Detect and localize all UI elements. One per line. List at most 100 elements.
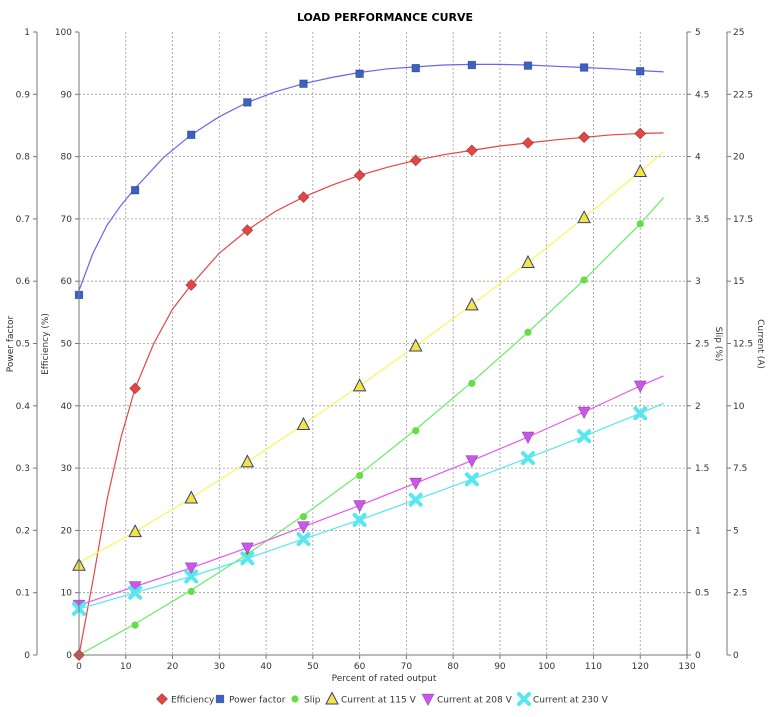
current-at-208-v-point <box>352 500 367 513</box>
current-at-230-v-point <box>184 569 199 584</box>
current-tick-label: 17.5 <box>733 215 753 225</box>
current-tick-label: 25 <box>733 28 744 38</box>
legend-item-current-at-230-v: Current at 230 V <box>517 692 609 706</box>
power-factor-tick-label: 1 <box>24 28 30 38</box>
power-factor-tick-label: 0 <box>24 651 30 661</box>
x-tick-label: 30 <box>214 662 226 672</box>
power-factor-point <box>355 69 364 78</box>
efficiency-point <box>409 154 422 167</box>
slip-point <box>187 587 195 596</box>
current-at-115-v-point <box>465 297 479 311</box>
current-at-208-v-point <box>409 477 423 491</box>
power-factor-point <box>299 79 308 88</box>
x-marker-stroke <box>464 472 479 487</box>
current-at-115-v-point <box>408 338 423 352</box>
slip-point <box>299 513 308 521</box>
current-at-115-v-point <box>184 490 199 504</box>
power-factor-tick-label: 0.8 <box>16 153 31 163</box>
current-at-208-v-point <box>577 406 591 420</box>
efficiency-point <box>129 382 142 395</box>
current-at-208-v-line <box>78 375 664 606</box>
efficiency-tick-label: 20 <box>61 526 73 536</box>
efficiency-point <box>634 127 647 140</box>
current-at-230-v-point <box>128 585 143 600</box>
legend-marker-current-at-230-v <box>517 692 531 706</box>
chart-title: LOAD PERFORMANCE CURVE <box>297 11 473 24</box>
power-factor-axis-title: Power factor <box>6 315 16 372</box>
current-at-115-v-point <box>128 524 142 538</box>
power-factor-tick-label: 0.2 <box>16 526 30 536</box>
power-factor-tick-label: 0.3 <box>16 464 30 474</box>
power-factor-tick-label: 0.9 <box>16 90 31 100</box>
current-at-208-v-point <box>240 542 255 556</box>
grid <box>79 32 687 655</box>
current-tick-label: 15 <box>733 277 744 287</box>
slip-tick-label: 5 <box>695 28 701 38</box>
x-tick-label: 120 <box>632 662 649 672</box>
legend-marker-current-at-115-v <box>325 691 339 705</box>
x-marker-stroke <box>128 585 143 600</box>
x-marker-stroke <box>184 569 199 584</box>
current-at-115-v-point <box>577 210 591 224</box>
x-marker-stroke <box>633 406 648 421</box>
x-marker-stroke <box>296 532 311 547</box>
current-at-115-v-point <box>633 163 648 178</box>
efficiency-tick-label: 100 <box>55 28 72 38</box>
power-factor-tick-label: 0.7 <box>16 215 30 225</box>
slip-tick-label: 3.5 <box>695 215 709 225</box>
efficiency-point <box>297 191 310 204</box>
current-tick-label: 0 <box>733 651 739 661</box>
current-at-115-v-point <box>521 254 535 269</box>
efficiency-axis-title: Efficiency (%) <box>41 313 51 375</box>
current-tick-label: 2.5 <box>733 589 747 599</box>
x-marker-stroke <box>408 492 423 507</box>
power-factor-point <box>411 63 420 73</box>
slip-tick-label: 1.5 <box>695 464 709 474</box>
efficiency-point <box>521 136 535 149</box>
legend-marker-current-at-208-v <box>421 693 435 707</box>
legend-label-efficiency: Efficiency <box>171 696 215 706</box>
current-at-115-v-line <box>78 151 664 564</box>
x-tick-label: 70 <box>401 662 413 672</box>
series-markers <box>72 60 648 662</box>
power-factor-point <box>636 67 645 76</box>
slip-point <box>524 328 532 336</box>
current-at-115-v-point <box>240 454 255 468</box>
legend-marker-efficiency <box>155 692 169 706</box>
x-tick-label: 90 <box>494 662 506 672</box>
current-at-115-v-point <box>296 416 311 430</box>
slip-line <box>78 197 665 656</box>
legend-item-current-at-115-v: Current at 115 V <box>325 691 417 706</box>
slip-point <box>580 276 588 284</box>
legend-item-current-at-208-v: Current at 208 V <box>421 693 513 707</box>
slip-point <box>131 621 139 629</box>
efficiency-point <box>353 169 366 182</box>
x-tick-label: 40 <box>260 662 272 672</box>
slip-point <box>468 379 476 387</box>
power-factor-point <box>523 61 533 70</box>
legend-item-efficiency: Efficiency <box>155 692 215 706</box>
legend: Efficiency Power factor Slip Current at 115… <box>155 691 609 707</box>
current-at-230-v-line <box>78 402 664 610</box>
power-factor-point <box>130 186 140 195</box>
legend-label-current-at-115-v: Current at 115 V <box>341 696 417 706</box>
x-marker-stroke <box>240 551 255 566</box>
efficiency-point <box>241 224 254 237</box>
efficiency-tick-label: 50 <box>61 340 73 350</box>
power-factor-point <box>187 130 196 139</box>
efficiency-tick-label: 0 <box>66 651 72 661</box>
current-at-230-v-point <box>240 551 255 566</box>
current-tick-label: 12.5 <box>733 340 753 350</box>
slip-tick-label: 3 <box>695 277 701 287</box>
slip-axis-title: Slip (%) <box>713 327 723 362</box>
x-tick-label: 110 <box>585 662 602 672</box>
current-at-230-v-point <box>633 406 648 421</box>
legend-label-slip: Slip <box>304 696 321 706</box>
efficiency-point <box>185 278 198 292</box>
efficiency-point <box>465 144 478 157</box>
x-tick-label: 130 <box>678 662 695 672</box>
x-tick-label: 100 <box>538 662 555 672</box>
efficiency-tick-label: 60 <box>61 277 73 287</box>
legend-marker-power-factor <box>215 694 225 704</box>
current-at-208-v-point <box>184 562 198 576</box>
